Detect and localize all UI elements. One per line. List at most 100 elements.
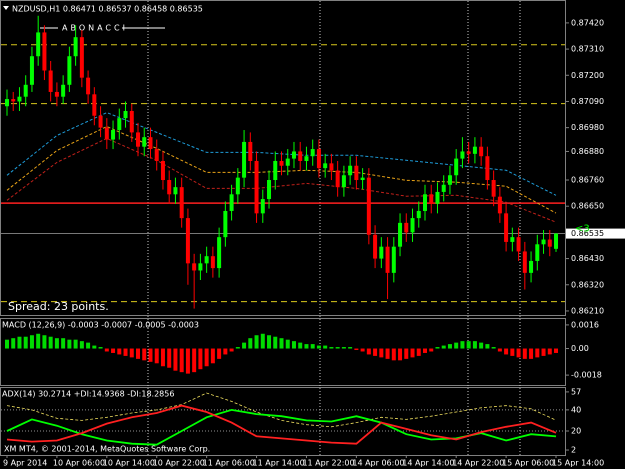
- macd-bar: [323, 345, 328, 349]
- macd-bar: [285, 339, 290, 349]
- macd-bar: [529, 348, 534, 359]
- candle-body: [217, 237, 222, 269]
- x-tick-label: 15 Apr 06:00: [502, 459, 554, 468]
- macd-bar: [23, 336, 28, 349]
- x-tick-label: 11 Apr 06:00: [203, 459, 255, 468]
- candle-body: [136, 132, 141, 147]
- macd-bar: [254, 335, 259, 349]
- macd-bar: [329, 347, 334, 349]
- x-tick-label: 15 Apr 14:00: [552, 459, 604, 468]
- macd-bar: [179, 348, 184, 373]
- macd-bar: [385, 348, 390, 359]
- candle-body: [73, 37, 78, 57]
- candle-body: [522, 251, 527, 273]
- y-tick-label: 57: [571, 387, 581, 396]
- candle-body: [61, 84, 66, 97]
- macd-bar: [310, 344, 315, 349]
- candle-body: [242, 141, 247, 178]
- macd-bar: [422, 348, 427, 353]
- macd-bar: [335, 347, 340, 349]
- candle-body: [179, 187, 184, 219]
- macd-bar: [291, 341, 296, 349]
- macd-bar: [217, 348, 222, 359]
- y-tick-label: 2: [571, 446, 576, 455]
- macd-bar: [410, 348, 415, 358]
- x-tick-label: 11 Apr 14:00: [253, 459, 305, 468]
- macd-bar: [485, 344, 490, 349]
- candle-body: [360, 177, 365, 181]
- macd-bar: [198, 348, 203, 370]
- candle-body: [535, 244, 540, 261]
- candle-body: [447, 175, 452, 185]
- macd-bar: [223, 348, 228, 355]
- envelope-line: [6, 125, 557, 214]
- macd-bar: [142, 348, 147, 361]
- y-tick-label: 0.86760: [571, 176, 604, 185]
- y-tick-label: 0.00: [571, 344, 589, 353]
- candle-body: [98, 115, 103, 128]
- copyright-annotation: XM MT4, © 2001-2014, MetaQuotes Software…: [4, 445, 210, 454]
- candle-body: [385, 246, 390, 273]
- candle-body: [29, 56, 34, 85]
- y-tick-label: 0.86650: [571, 202, 604, 211]
- macd-bar: [316, 345, 321, 349]
- macd-bar: [497, 348, 502, 352]
- candle-body: [404, 222, 409, 233]
- candle-body: [366, 177, 371, 235]
- macd-bar: [48, 336, 53, 349]
- macd-bar: [454, 342, 459, 349]
- candle-body: [304, 156, 309, 161]
- candle-body: [48, 70, 53, 92]
- candle-body: [435, 191, 440, 204]
- candle-body: [398, 222, 403, 247]
- spread-annotation: Spread: 23 points.: [8, 300, 109, 313]
- macd-bar: [242, 342, 247, 349]
- candle-body: [316, 149, 321, 169]
- macd-bar: [235, 347, 240, 349]
- macd-bar: [123, 348, 128, 356]
- macd-bar: [260, 333, 265, 349]
- candle-body: [348, 165, 353, 176]
- y-tick-label: 0.87310: [571, 45, 604, 54]
- candle-body: [92, 94, 97, 116]
- macd-bar: [267, 335, 272, 349]
- macd-bar: [304, 344, 309, 349]
- macd-bar: [167, 348, 172, 368]
- candle-body: [422, 194, 427, 211]
- macd-bar: [204, 348, 209, 367]
- macd-bar: [11, 338, 16, 349]
- macd-bar: [185, 348, 190, 374]
- macd-bar: [447, 344, 452, 349]
- candle-body: [329, 163, 334, 171]
- macd-bar: [354, 348, 359, 351]
- macd-bar: [360, 348, 365, 352]
- macd-bar: [298, 342, 303, 349]
- candle-body: [129, 110, 134, 133]
- candle-body: [298, 151, 303, 161]
- candle-body: [341, 175, 346, 188]
- candle-body: [323, 163, 328, 169]
- collapse-arrow: [3, 6, 9, 10]
- macd-bar: [148, 348, 153, 362]
- candle-body: [416, 210, 421, 219]
- macd-bar: [416, 348, 421, 356]
- candle-body: [291, 151, 296, 159]
- candle-body: [160, 160, 165, 181]
- macd-bar: [441, 345, 446, 349]
- y-tick-label: 0.0016: [571, 320, 599, 329]
- y-tick-label: -0.0018: [571, 371, 602, 380]
- macd-bar: [111, 348, 116, 353]
- y-tick-label: 0.87420: [571, 18, 604, 27]
- y-tick-label: 0.86320: [571, 280, 604, 289]
- macd-panel-frame: [0, 318, 566, 386]
- macd-bar: [42, 335, 47, 349]
- candle-body: [460, 151, 465, 159]
- candle-body: [504, 213, 509, 242]
- candle-body: [391, 246, 396, 273]
- candle-body: [192, 263, 197, 271]
- macd-bar: [92, 345, 97, 349]
- candle-body: [373, 234, 378, 259]
- macd-bar: [36, 333, 41, 349]
- candle-body: [466, 151, 471, 154]
- macd-bar: [404, 348, 409, 359]
